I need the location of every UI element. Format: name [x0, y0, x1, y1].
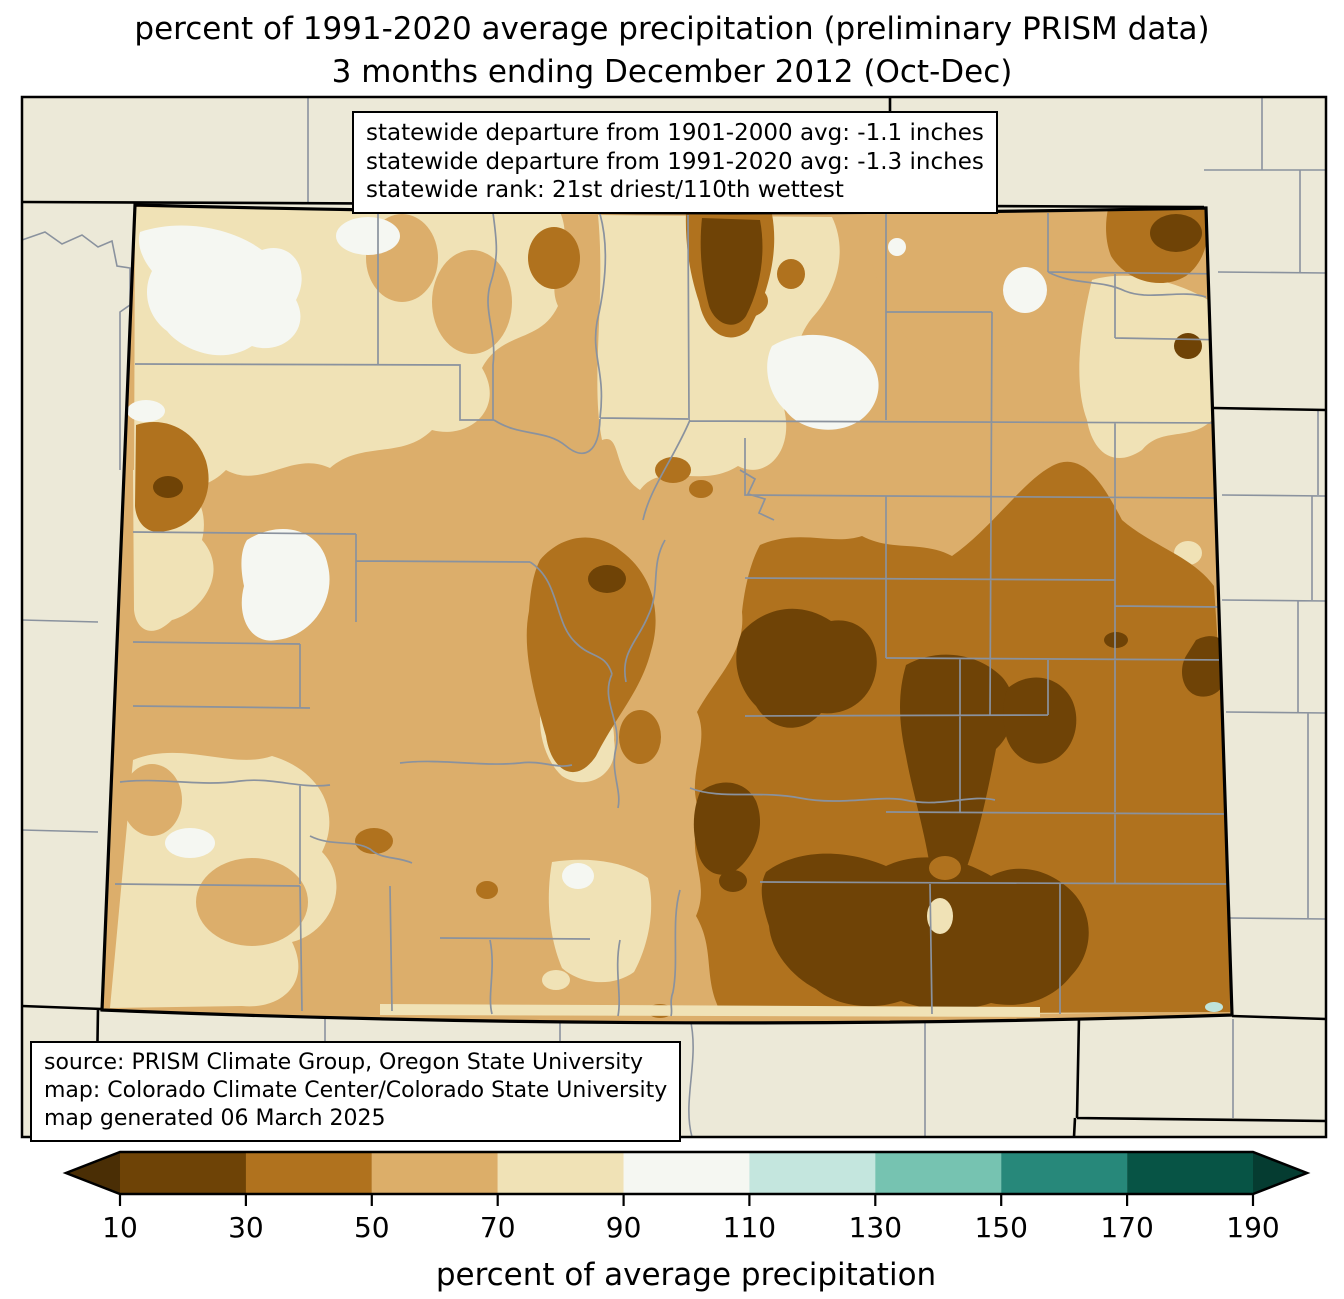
contour-blob — [619, 710, 661, 764]
county-line — [114, 212, 1232, 1017]
contour-blob — [526, 537, 656, 773]
contour-blob — [241, 528, 330, 641]
contour-blob — [122, 764, 182, 836]
stats-line: statewide departure from 1991-2020 avg: … — [366, 148, 984, 175]
source-box: source: PRISM Climate Group, Oregon Stat… — [30, 1041, 682, 1142]
contour-blob — [689, 480, 713, 498]
source-line: map: Colorado Climate Center/Colorado St… — [44, 1078, 668, 1103]
contour-blob — [355, 828, 393, 854]
contour-blob — [1003, 677, 1077, 764]
contour-blob — [1003, 267, 1047, 313]
contour-blob — [927, 898, 953, 934]
contour-blob — [528, 227, 580, 289]
contour-blob — [432, 250, 512, 354]
stats-line: statewide departure from 1901-2000 avg: … — [366, 120, 984, 146]
contour-blob — [542, 970, 570, 990]
contour-blob — [1174, 333, 1202, 359]
contour-blob — [900, 654, 1014, 889]
contour-blob — [196, 858, 308, 946]
contour-blob — [127, 400, 165, 422]
contour-blob — [380, 1004, 1040, 1017]
contour-darkbrown-regions — [153, 214, 1230, 1010]
contour-blob — [719, 870, 747, 892]
state-interior — [102, 205, 1232, 1023]
title-line-2: 3 months ending December 2012 (Oct-Dec) — [331, 54, 1013, 90]
contour-blob — [476, 881, 498, 899]
title-line-1: percent of 1991-2020 average precipitati… — [134, 11, 1210, 47]
figure-title: percent of 1991-2020 average precipitati… — [0, 8, 1344, 94]
contour-blob — [700, 218, 763, 325]
contour-blob — [1079, 275, 1212, 459]
county-lines — [114, 212, 1232, 1017]
contour-blob — [588, 565, 626, 593]
contour-blob — [336, 217, 400, 255]
contour-blob — [1182, 636, 1230, 697]
contour-blob — [138, 225, 302, 356]
contour-blob — [888, 238, 906, 256]
contour-blob — [1150, 214, 1202, 252]
contour-blob — [1205, 1002, 1223, 1012]
statewide-stats-box: statewide departure from 1901-2000 avg: … — [352, 111, 998, 214]
contour-blob — [767, 334, 879, 430]
source-line: source: PRISM Climate Group, Oregon Stat… — [44, 1050, 644, 1075]
contour-blob — [761, 853, 1089, 1010]
contour-blob — [777, 259, 805, 289]
contour-blob — [736, 608, 877, 728]
source-line: map generated 06 March 2025 — [44, 1106, 386, 1131]
contour-blob — [693, 782, 761, 875]
contour-blob — [548, 859, 652, 983]
contour-blob — [929, 856, 961, 880]
stats-line: statewide rank: 21st driest/110th wettes… — [366, 177, 844, 203]
contour-blob — [165, 828, 215, 858]
contour-blob — [562, 863, 594, 889]
contour-holes — [380, 856, 1223, 1017]
contour-blob — [153, 476, 183, 498]
contour-blob — [1104, 632, 1128, 648]
contour-blob — [655, 457, 691, 483]
